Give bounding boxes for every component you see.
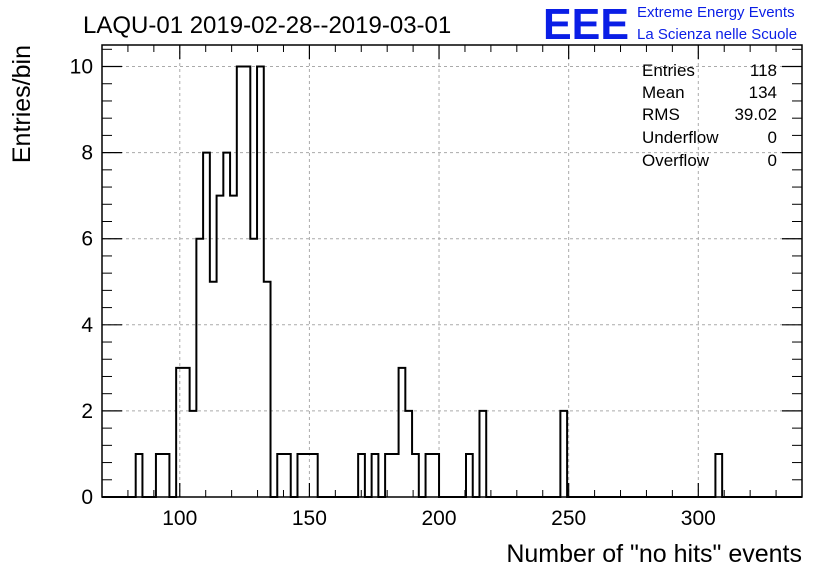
stat-underflow-value: 0 (768, 128, 777, 147)
stat-entries-label: Entries (642, 61, 695, 80)
y-tick-label: 8 (81, 142, 93, 165)
x-tick-label: 250 (551, 507, 586, 530)
plot-frame (101, 44, 803, 498)
stat-overflow-label: Overflow (642, 151, 710, 170)
axis-ticks (101, 45, 803, 498)
stats-box: Entries 118 Mean 134 RMS 39.02 Underflow… (642, 61, 777, 170)
y-tick-label: 6 (81, 228, 93, 251)
chart-title: LAQU-01 2019-02-28--2019-03-01 (83, 12, 451, 39)
logo-line-1: Extreme Energy Events (637, 4, 795, 21)
x-tick-label: 100 (162, 507, 197, 530)
eee-logo: EEE Extreme Energy Events La Scienza nel… (543, 0, 797, 49)
stat-underflow-label: Underflow (642, 128, 719, 147)
stat-rms-label: RMS (642, 105, 680, 124)
axis-tick-labels: 100 150 200 250 300 0 2 4 6 8 10 (70, 56, 716, 530)
logo-mark: EEE (543, 0, 629, 49)
y-axis-title: Entries/bin (8, 45, 36, 163)
x-tick-label: 200 (422, 507, 457, 530)
y-tick-label: 2 (81, 400, 93, 423)
logo-line-2: La Scienza nelle Scuole (637, 26, 797, 43)
x-tick-label: 150 (292, 507, 327, 530)
grid (102, 45, 802, 497)
stat-overflow-value: 0 (768, 151, 777, 170)
stat-mean-label: Mean (642, 83, 685, 102)
y-tick-label: 10 (70, 56, 93, 79)
y-tick-label: 0 (81, 486, 93, 509)
stat-mean-value: 134 (749, 83, 777, 102)
x-axis-title: Number of "no hits" events (506, 540, 802, 568)
x-tick-label: 300 (681, 507, 716, 530)
stat-rms-value: 39.02 (734, 105, 777, 124)
y-tick-label: 4 (81, 314, 93, 337)
stat-entries-value: 118 (750, 61, 777, 80)
